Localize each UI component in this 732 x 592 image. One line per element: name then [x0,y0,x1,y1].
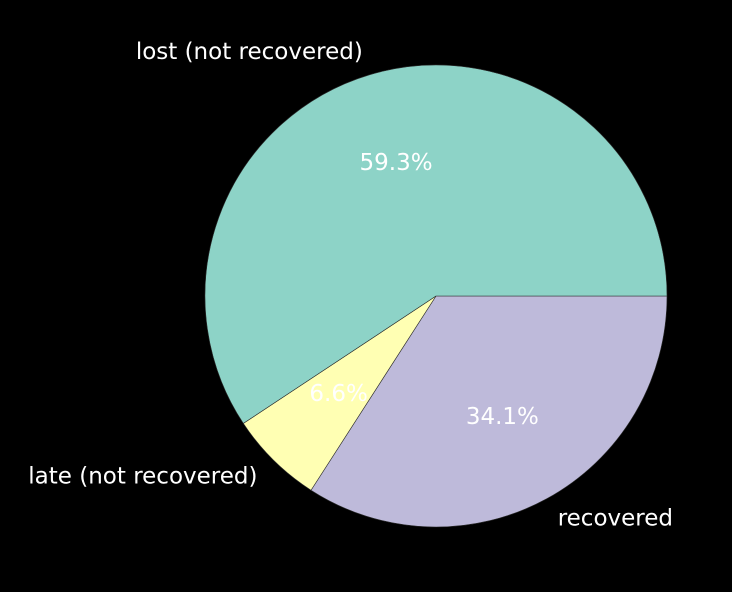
pie-slice-lost-not-recovered [204,64,668,424]
category-label-late-not-recovered: late (not recovered) [28,463,257,489]
pie-slices [204,64,668,528]
pie-labels: recovered 34.1% late (not recovered) 6.6% lo… [28,39,673,531]
pie-slice-recovered [310,295,668,528]
percent-label-lost-not-recovered: 59.3% [360,150,433,176]
percent-label-recovered: 34.1% [466,404,539,430]
category-label-lost-not-recovered: lost (not recovered) [136,39,363,65]
category-label-recovered: recovered [558,506,673,532]
percent-label-late-not-recovered: 6.6% [309,381,367,407]
